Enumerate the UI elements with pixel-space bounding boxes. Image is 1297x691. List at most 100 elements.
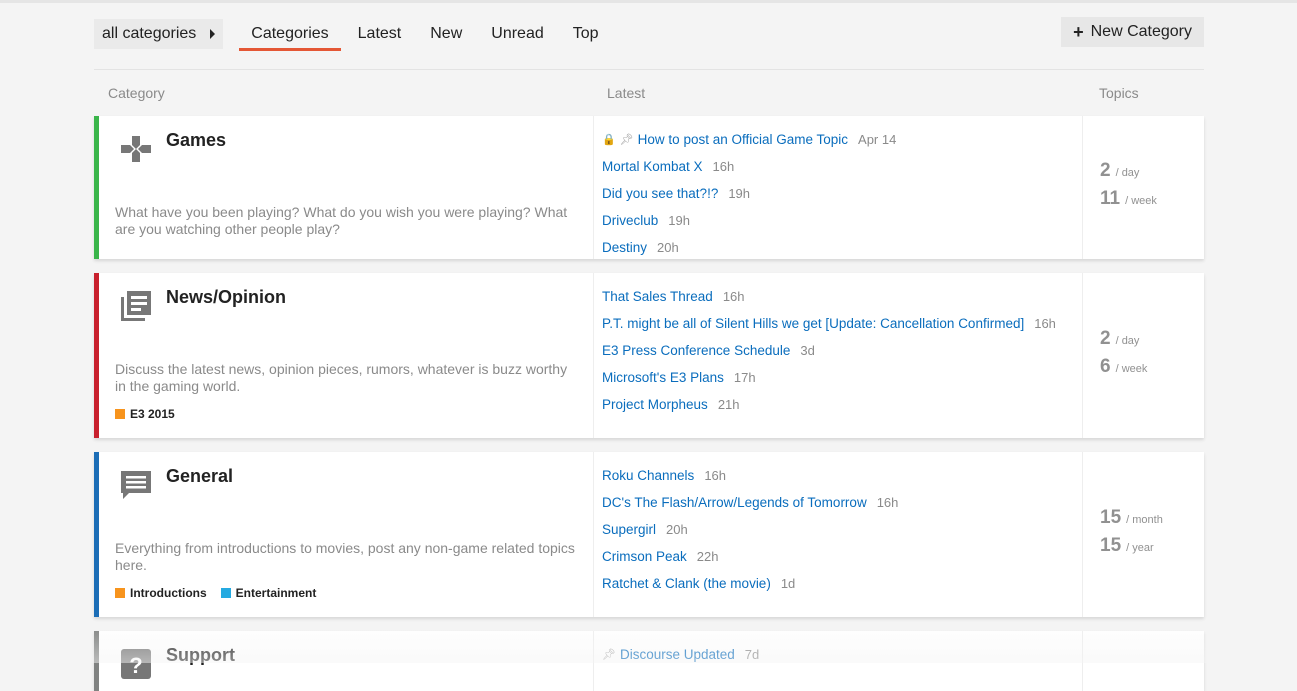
topic-row: Project Morpheus 21h <box>602 391 1082 418</box>
topic-row: Mortal Kombat X 16h <box>602 153 1082 180</box>
topic-stats: 2 / day 6 / week <box>1083 273 1204 438</box>
tab-top[interactable]: Top <box>572 25 599 42</box>
divider <box>94 69 1204 70</box>
category-title[interactable]: Games <box>166 130 227 150</box>
topic-row: Ratchet & Clank (the movie) 1d <box>602 570 1082 597</box>
stat-count: 15 <box>1100 506 1122 528</box>
stat-unit: / week <box>1125 194 1157 207</box>
category-card: General Everything from introductions to … <box>94 452 1204 617</box>
stat-row: 2 / day <box>1100 160 1204 188</box>
header-topics: Topics <box>1099 85 1139 101</box>
category-info: Games What have you been playing? What do… <box>94 116 593 259</box>
topic-age: 19h <box>728 186 751 201</box>
topic-link[interactable]: DC's The Flash/Arrow/Legends of Tomorrow <box>602 495 867 510</box>
stat-row: 6 / week <box>1100 356 1204 384</box>
topic-age: 16h <box>722 289 745 304</box>
stat-unit: / week <box>1115 362 1148 375</box>
header-latest: Latest <box>607 85 646 101</box>
news-icon <box>119 289 153 323</box>
topic-row: Driveclub 19h <box>602 207 1082 234</box>
tab-new[interactable]: New <box>430 25 463 42</box>
color-swatch <box>220 588 231 598</box>
stat-count: 2 <box>1100 159 1111 181</box>
category-dropdown-label: all categories <box>102 25 197 42</box>
category-dropdown[interactable]: all categories <box>94 19 224 49</box>
new-category-button[interactable]: + New Category <box>1061 17 1204 47</box>
topic-row: Microsoft's E3 Plans 17h <box>602 364 1082 391</box>
stat-unit: / month <box>1126 513 1163 526</box>
subcategory-list: Introductions Entertainment <box>115 586 316 600</box>
latest-topics: 🔒 📌︎ How to post an Official Game Topic Apr… <box>593 116 1083 259</box>
stat-count: 15 <box>1100 534 1122 556</box>
subcategory-link[interactable]: E3 2015 <box>115 407 175 421</box>
topic-row: Supergirl 20h <box>602 516 1082 543</box>
topic-link[interactable]: Ratchet & Clank (the movie) <box>602 576 771 591</box>
category-description: Everything from introductions to movies,… <box>115 540 575 573</box>
category-info: News/Opinion Discuss the latest news, opi… <box>94 273 593 438</box>
comment-icon <box>119 468 153 502</box>
topic-link[interactable]: Project Morpheus <box>602 397 708 412</box>
topic-age: 1d <box>780 576 796 591</box>
topic-link[interactable]: Supergirl <box>602 522 657 537</box>
topic-link[interactable]: Destiny <box>602 240 648 255</box>
plus-icon: + <box>1073 21 1084 42</box>
topic-row: 🔒 📌︎ How to post an Official Game Topic Apr… <box>602 126 1082 153</box>
latest-topics: That Sales Thread 16h P.T. might be all of… <box>593 273 1083 438</box>
stat-count: 2 <box>1100 327 1111 349</box>
topic-link[interactable]: P.T. might be all of Silent Hills we get… <box>602 316 1025 331</box>
topic-age: 16h <box>712 159 735 174</box>
gamepad-icon <box>119 132 153 166</box>
top-nav: all categories Categories Latest New Unread… <box>94 16 1204 52</box>
stat-count: 6 <box>1100 355 1111 377</box>
topic-age: 20h <box>657 240 679 255</box>
topic-link[interactable]: Crimson Peak <box>602 549 687 564</box>
subcategory-name: Entertainment <box>235 586 317 600</box>
topic-link[interactable]: That Sales Thread <box>602 289 713 304</box>
topic-row: P.T. might be all of Silent Hills we get… <box>602 310 1082 337</box>
topic-age: 16h <box>704 468 727 483</box>
color-swatch <box>115 409 125 419</box>
topic-age: 16h <box>876 495 899 510</box>
topic-link[interactable]: E3 Press Conference Schedule <box>602 343 791 358</box>
topic-link[interactable]: Driveclub <box>602 213 659 228</box>
topic-stats: 15 / month 15 / year <box>1083 452 1204 617</box>
topic-link[interactable]: Mortal Kombat X <box>602 159 703 174</box>
subcategory-name: E3 2015 <box>130 407 175 421</box>
topic-link[interactable]: Roku Channels <box>602 468 695 483</box>
header-category: Category <box>108 85 165 101</box>
topic-stats: 2 / day 11 / week <box>1083 116 1204 259</box>
category-description: What have you been playing? What do you … <box>115 204 568 237</box>
caret-right-icon <box>210 29 216 39</box>
topic-age: 19h <box>668 213 690 228</box>
color-swatch <box>115 588 125 598</box>
topic-age: 21h <box>717 397 740 412</box>
topic-link[interactable]: Microsoft's E3 Plans <box>602 370 724 385</box>
stat-row: 15 / year <box>1100 535 1204 563</box>
tab-latest[interactable]: Latest <box>357 25 402 42</box>
category-title[interactable]: News/Opinion <box>166 287 287 307</box>
topic-row: DC's The Flash/Arrow/Legends of Tomorrow… <box>602 489 1082 516</box>
category-card: Games What have you been playing? What do… <box>94 116 1204 259</box>
subcategory-list: E3 2015 <box>115 407 175 421</box>
tab-categories[interactable]: Categories <box>239 17 341 51</box>
topic-age: Apr 14 <box>858 132 897 147</box>
lock-icon: 🔒 <box>602 134 616 146</box>
pin-icon: 📌︎ <box>619 134 634 146</box>
subcategory-link[interactable]: Entertainment <box>220 586 317 600</box>
scroll-fade <box>0 623 1297 663</box>
topic-row: Crimson Peak 22h <box>602 543 1082 570</box>
topic-age: 3d <box>800 343 815 358</box>
topic-age: 22h <box>696 549 719 564</box>
stat-unit: / day <box>1115 166 1140 179</box>
subcategory-link[interactable]: Introductions <box>115 586 207 600</box>
stat-unit: / day <box>1115 334 1140 347</box>
category-title[interactable]: General <box>166 466 234 486</box>
stat-row: 15 / month <box>1100 507 1204 535</box>
stat-count: 11 <box>1100 187 1121 209</box>
topic-age: 20h <box>666 522 688 537</box>
tab-unread[interactable]: Unread <box>491 25 544 42</box>
topic-link[interactable]: How to post an Official Game Topic <box>637 132 849 147</box>
topic-link[interactable]: Did you see that?!? <box>602 186 719 201</box>
category-info: General Everything from introductions to … <box>94 452 593 617</box>
topic-age: 16h <box>1034 316 1056 331</box>
